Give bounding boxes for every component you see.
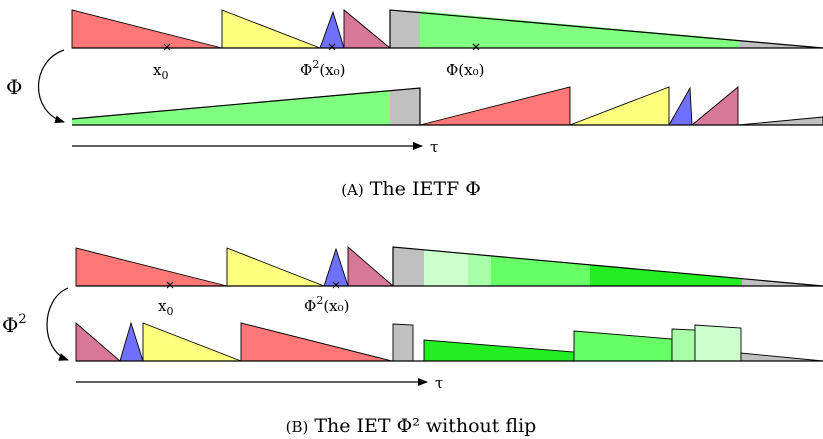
red-triangle: [75, 247, 228, 287]
panel-b-bottom-row: [75, 321, 823, 362]
map-symbol-phi: Φ: [6, 75, 22, 99]
map-symbol-phi-squared: Φ2: [2, 312, 27, 337]
red-triangle: [71, 9, 223, 49]
green-bright-image: [423, 339, 575, 362]
label-phi2-x0: Φ2(x₀): [304, 294, 350, 315]
caption-b: (B) The IET Φ² without flip: [286, 415, 537, 437]
pink-triangle: [347, 246, 395, 287]
panel-a-marks: x0 Φ2(x₀) Φ(x₀): [153, 43, 484, 82]
cross-mark-x0: [163, 43, 171, 51]
gray-block: [390, 10, 420, 48]
tau-axis-label: τ: [430, 138, 438, 156]
cross-mark-phi2-x0: [332, 281, 340, 289]
tau-axis-label: τ: [435, 374, 443, 392]
yellow-triangle: [226, 247, 325, 287]
green-mid-image: [671, 328, 696, 362]
gray-block: [393, 247, 424, 286]
green-mid-segment: [468, 254, 491, 286]
blue-triangle: [323, 247, 349, 287]
cross-mark-phi-x0: [472, 43, 480, 51]
yellow-triangle: [221, 9, 321, 49]
gray-green-outline: [392, 246, 823, 287]
green-light-segment: [424, 250, 468, 286]
map-arrow: [37, 49, 65, 124]
caption-a: (A) The IETF Φ: [341, 178, 481, 200]
yellow-triangle-image: [142, 322, 242, 362]
pink-triangle-flipped: [690, 86, 739, 126]
blue-triangle-flipped: [668, 86, 693, 126]
gray-tail-image: [740, 352, 823, 362]
label-phi-x0: Φ(x₀): [446, 61, 484, 79]
green-light-image: [694, 324, 742, 362]
red-triangle-flipped: [419, 86, 571, 126]
green-med-image: [573, 330, 673, 362]
panel-b-top-row: [75, 246, 823, 287]
panel-b: x0 Φ2(x₀) Φ2 τ (B) The IET Φ² without fli…: [2, 246, 823, 437]
label-x0: x0: [158, 297, 173, 318]
green-bright-segment: [590, 265, 742, 286]
gray-block-image: [392, 323, 414, 362]
pink-triangle: [343, 9, 392, 49]
blue-triangle-image: [119, 321, 144, 362]
label-phi2-x0: Φ2(x₀): [300, 58, 346, 79]
panel-a-bottom-row: [71, 86, 823, 126]
green-gray-outline: [71, 87, 421, 125]
green-med-segment: [491, 256, 590, 286]
panel-b-marks: x0 Φ2(x₀): [158, 281, 350, 318]
blue-triangle: [319, 10, 345, 49]
yellow-triangle-flipped: [569, 86, 670, 126]
gray-green-outline: [389, 9, 823, 49]
cross-mark-x0: [166, 281, 174, 289]
panel-a-top-row: [71, 9, 823, 49]
gray-tail-flipped: [737, 116, 823, 126]
green-wedge-flipped: [72, 90, 390, 125]
red-triangle-image: [240, 322, 393, 362]
label-x0: x0: [153, 61, 168, 82]
pink-triangle-image: [75, 322, 122, 362]
gray-block-flipped: [390, 88, 420, 125]
cross-mark-phi2-x0: [328, 43, 336, 51]
map-arrow: [46, 287, 69, 361]
panel-a: x0 Φ2(x₀) Φ(x₀) Φ τ (A) The IETF Φ: [6, 9, 823, 200]
